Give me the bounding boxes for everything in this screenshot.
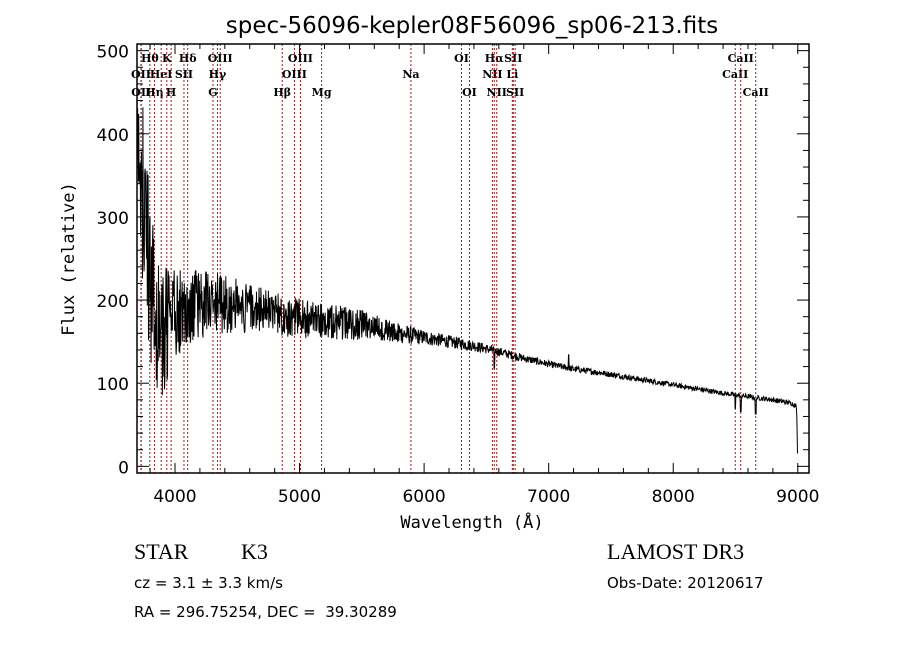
axes: 4000 5000 6000 7000 8000 9000 0 100 200 300 400 500 [97, 43, 820, 507]
line-marker-label: SII [504, 52, 522, 65]
line-marker-label: CaII [728, 52, 754, 65]
line-marker-label: OI [462, 86, 477, 99]
subclass: K3 [241, 539, 268, 564]
line-marker-label: Hη [145, 86, 163, 99]
line-marker-label: CaII [743, 86, 769, 99]
line-marker-label: Hβ [273, 86, 291, 99]
redshift-text: cz = 3.1 ± 3.3 km/s [134, 574, 283, 592]
line-marker-label: OII [131, 68, 151, 81]
line-marker-label: OI [454, 52, 469, 65]
y-tick-label: 0 [118, 458, 129, 478]
series-group [137, 107, 798, 454]
y-tick-label: 500 [97, 43, 129, 63]
line-markers: OIIOIIHθHηHeIKHSIIHδGHγOIIIHβOIIIOIIIMgN… [131, 44, 769, 473]
x-tick-label: 8000 [652, 487, 695, 507]
chart-title: spec-56096-kepler08F56096_sp06-213.fits [226, 13, 718, 39]
line-marker-label: Hγ [209, 68, 227, 81]
line-marker-label: NII [482, 68, 502, 81]
x-tick-label: 5000 [278, 487, 321, 507]
line-marker-label: SII [175, 68, 193, 81]
survey-name: LAMOST DR3 [607, 539, 745, 564]
line-marker-label: G [208, 86, 217, 99]
line-marker-label: Hα [485, 52, 504, 65]
y-tick-label: 400 [97, 126, 129, 146]
line-marker-label: H [166, 86, 176, 99]
coordinates-text: RA = 296.75254, DEC = 39.30289 [134, 603, 397, 621]
line-marker-label: Li [506, 68, 518, 81]
y-axis-label: Flux (relative) [59, 182, 79, 336]
object-class: STAR [134, 539, 189, 564]
line-marker-label: OIII [208, 52, 233, 65]
line-marker-label: OIII [282, 68, 307, 81]
line-marker-label: Mg [312, 86, 332, 99]
y-tick-label: 100 [97, 375, 129, 395]
y-tick-label: 200 [97, 292, 129, 312]
line-marker-label: SII [506, 86, 524, 99]
x-tick-label: 9000 [776, 487, 819, 507]
line-marker-label: Hθ [141, 52, 159, 65]
x-tick-label: 4000 [153, 487, 196, 507]
y-tick-label: 300 [97, 209, 129, 229]
line-marker-label: NII [487, 86, 507, 99]
x-axis-label: Wavelength (Å) [400, 511, 543, 533]
x-tick-label: 6000 [402, 487, 445, 507]
line-marker-label: HeI [150, 68, 173, 81]
spectrum-line [137, 107, 798, 454]
x-tick-label: 7000 [527, 487, 570, 507]
line-marker-label: CaII [722, 68, 748, 81]
line-marker-label: Na [402, 68, 419, 81]
line-marker-label: OIII [288, 52, 313, 65]
obs-date: Obs-Date: 20120617 [607, 574, 764, 592]
plot-frame [136, 43, 810, 474]
line-marker-label: K [162, 52, 172, 65]
line-marker-label: Hδ [179, 52, 197, 65]
